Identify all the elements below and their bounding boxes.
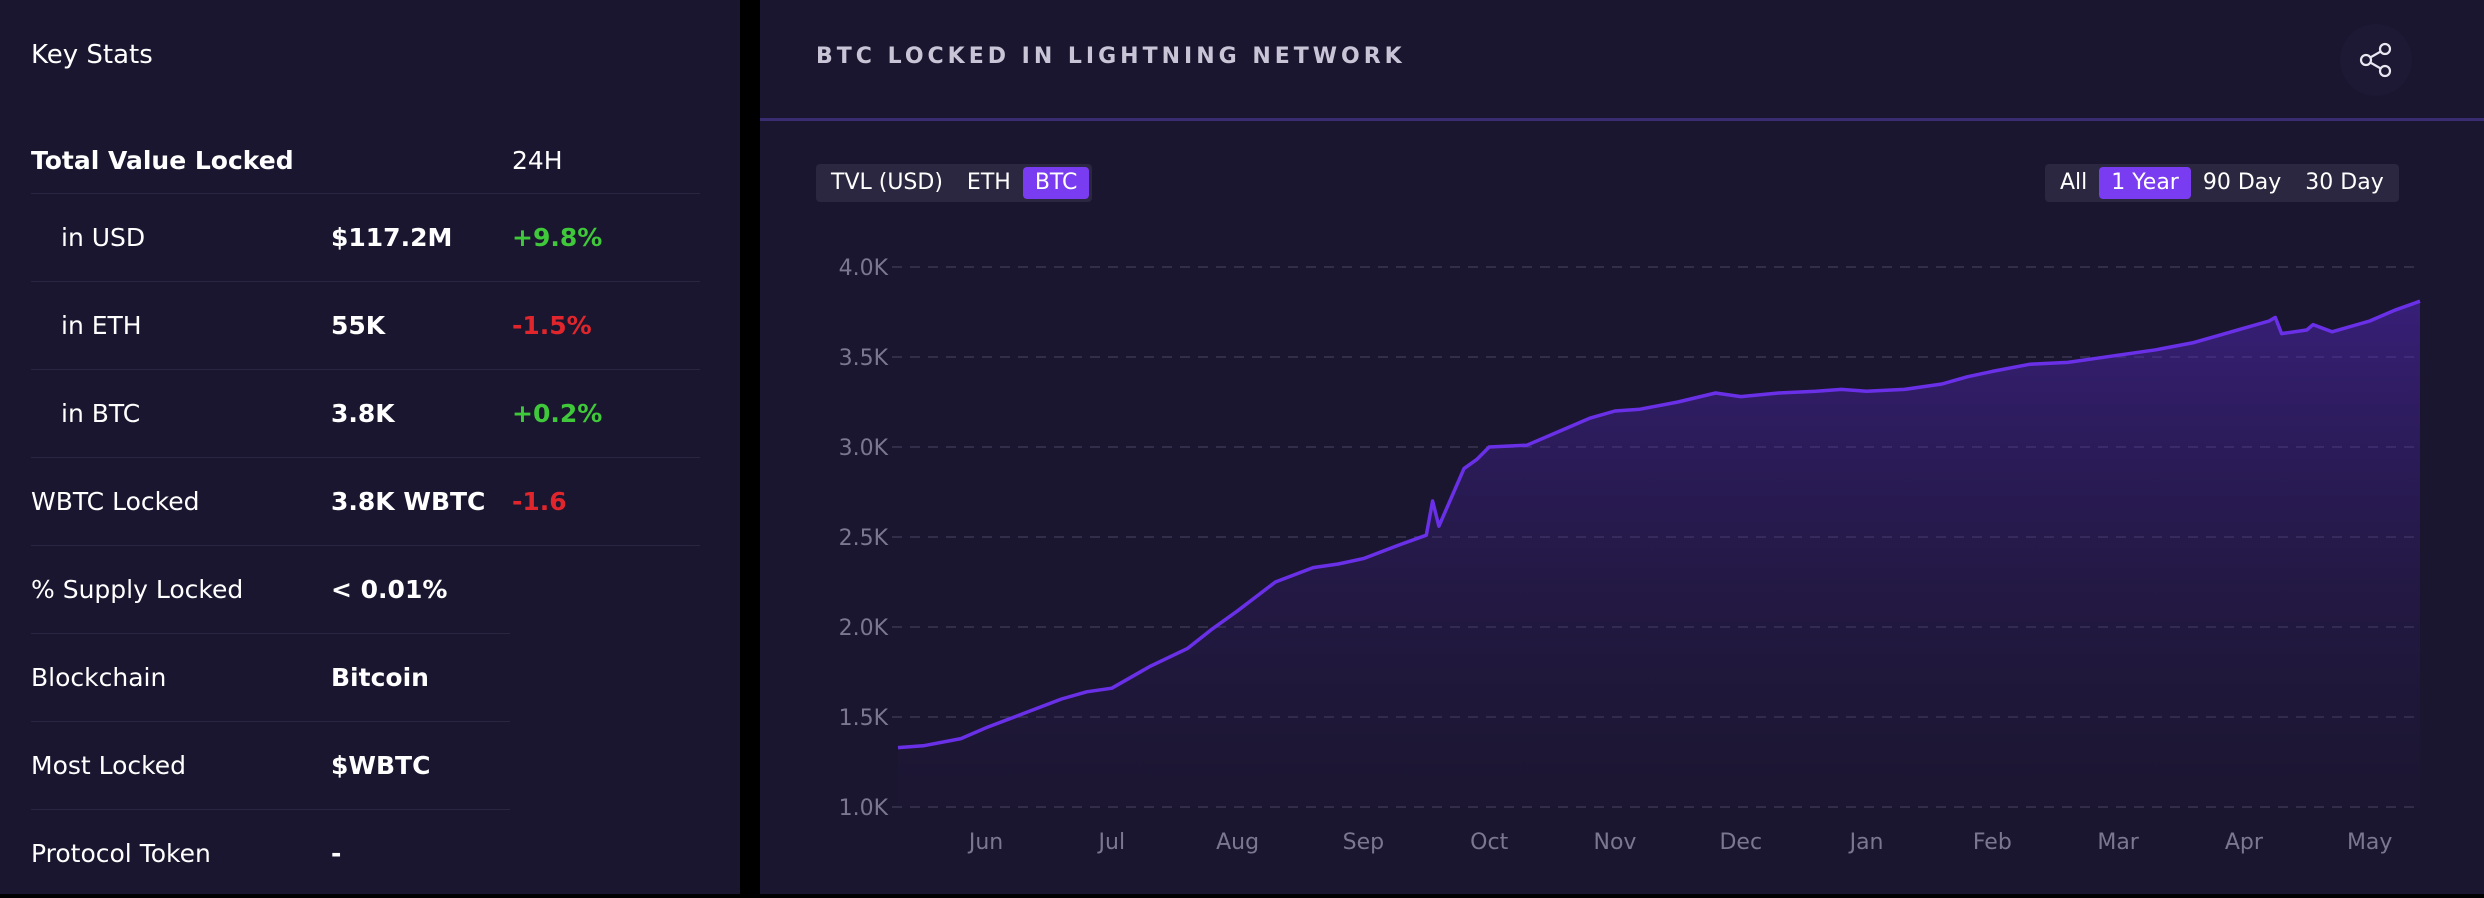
stat-row-most-locked: Most Locked $WBTC bbox=[31, 722, 510, 810]
currency-option-btc[interactable]: BTC bbox=[1022, 167, 1090, 199]
stat-label: in ETH bbox=[61, 311, 142, 340]
x-tick-label: Mar bbox=[2097, 830, 2139, 855]
x-tick-label: May bbox=[2347, 830, 2392, 855]
chart-title: BTC LOCKED IN LIGHTNING NETWORK bbox=[816, 44, 1406, 69]
stat-value: $WBTC bbox=[331, 751, 431, 780]
stat-change: -1.6 bbox=[512, 487, 567, 516]
title-divider bbox=[760, 118, 2484, 121]
stat-value: $117.2M bbox=[331, 223, 453, 252]
stat-row-btc: in BTC 3.8K +0.2% bbox=[31, 370, 700, 458]
y-tick-label: 4.0K bbox=[839, 256, 889, 281]
stat-value: 3.8K WBTC bbox=[331, 487, 486, 516]
x-tick-label: Sep bbox=[1343, 830, 1384, 855]
area-fill bbox=[898, 301, 2420, 807]
x-tick-label: Aug bbox=[1216, 830, 1259, 855]
y-tick-label: 2.0K bbox=[839, 616, 889, 641]
tvl-header-row: Total Value Locked 24H bbox=[31, 128, 700, 194]
y-tick-label: 3.0K bbox=[839, 436, 889, 461]
stat-row-eth: in ETH 55K -1.5% bbox=[31, 282, 700, 370]
stat-value: 3.8K bbox=[331, 399, 395, 428]
y-tick-label: 3.5K bbox=[839, 346, 889, 371]
range-toggle: All 1 Year 90 Day 30 Day bbox=[2045, 164, 2399, 202]
stat-label: in USD bbox=[61, 223, 146, 252]
tvl-period-label: 24H bbox=[512, 146, 563, 175]
key-stats-table: Total Value Locked 24H in USD $117.2M +9… bbox=[31, 128, 700, 898]
x-tick-label: Apr bbox=[2225, 830, 2264, 855]
stat-row-wbtc-locked: WBTC Locked 3.8K WBTC -1.6 bbox=[31, 458, 700, 546]
stat-row-blockchain: Blockchain Bitcoin bbox=[31, 634, 510, 722]
x-tick-label: Dec bbox=[1719, 830, 1762, 855]
stat-label: in BTC bbox=[61, 399, 141, 428]
range-option-1-year[interactable]: 1 Year bbox=[2099, 167, 2191, 199]
range-option-90-day[interactable]: 90 Day bbox=[2202, 170, 2282, 195]
y-tick-label: 1.0K bbox=[839, 796, 889, 821]
stat-row-supply-locked: % Supply Locked < 0.01% bbox=[31, 546, 510, 634]
y-tick-label: 1.5K bbox=[839, 706, 889, 731]
tvl-header-label: Total Value Locked bbox=[31, 146, 294, 175]
stat-change: +9.8% bbox=[512, 223, 603, 252]
x-tick-label: Nov bbox=[1594, 830, 1637, 855]
share-icon bbox=[2359, 42, 2392, 78]
currency-toggle: TVL (USD) ETH BTC bbox=[816, 164, 1093, 202]
share-button[interactable] bbox=[2340, 24, 2412, 96]
range-option-30-day[interactable]: 30 Day bbox=[2305, 170, 2384, 195]
stat-row-protocol-token: Protocol Token - bbox=[31, 810, 510, 898]
series-line bbox=[897, 299, 2421, 750]
stat-label: WBTC Locked bbox=[31, 487, 200, 516]
stat-row-usd: in USD $117.2M +9.8% bbox=[31, 194, 700, 282]
x-tick-label: Jan bbox=[1848, 830, 1884, 855]
tvl-area-chart: 4.0K 3.5K 3.0K 2.5K 2.0K 1.5K 1.0K Jun Jul Aug Sep… bbox=[839, 256, 2421, 855]
x-tick-label: Jul bbox=[1097, 830, 1126, 855]
currency-option-eth[interactable]: ETH bbox=[966, 170, 1011, 195]
stat-value: - bbox=[331, 839, 342, 868]
currency-option-tvl-usd[interactable]: TVL (USD) bbox=[831, 170, 943, 195]
stat-change: +0.2% bbox=[512, 399, 603, 428]
stat-value: < 0.01% bbox=[331, 575, 448, 604]
stat-value: 55K bbox=[331, 311, 386, 340]
stat-label: Most Locked bbox=[31, 751, 187, 780]
stat-change: -1.5% bbox=[512, 311, 592, 340]
range-option-all[interactable]: All bbox=[2060, 170, 2088, 195]
stat-label: Protocol Token bbox=[31, 839, 211, 868]
x-tick-label: Jun bbox=[967, 830, 1003, 855]
key-stats-title: Key Stats bbox=[31, 40, 153, 70]
stat-label: Blockchain bbox=[31, 663, 167, 692]
x-tick-label: Feb bbox=[1973, 830, 2012, 855]
stat-value: Bitcoin bbox=[331, 663, 429, 692]
key-stats-panel: Key Stats Total Value Locked 24H in USD … bbox=[0, 0, 740, 894]
y-tick-label: 2.5K bbox=[839, 526, 889, 551]
x-tick-label: Oct bbox=[1470, 830, 1508, 855]
stat-label: % Supply Locked bbox=[31, 575, 244, 604]
chart-panel: BTC LOCKED IN LIGHTNING NETWORK TVL (USD… bbox=[760, 0, 2484, 894]
